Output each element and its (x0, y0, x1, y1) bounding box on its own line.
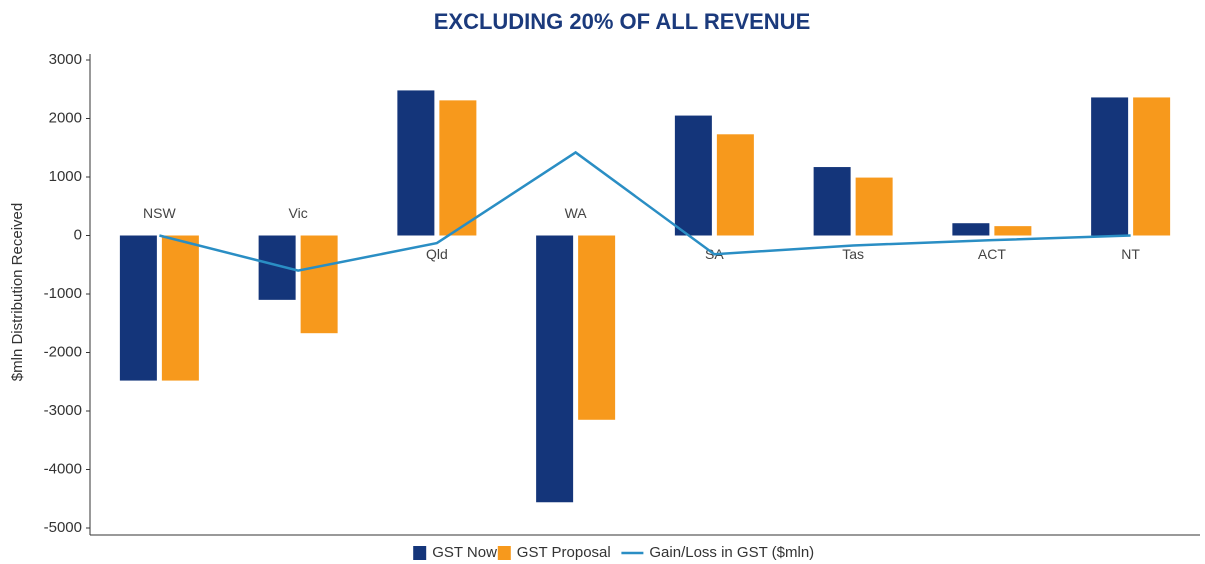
bar (1091, 97, 1129, 236)
y-tick-label: 2000 (49, 109, 82, 126)
bar (439, 100, 477, 236)
bar (813, 167, 851, 236)
bar (716, 134, 754, 236)
bar (161, 235, 199, 381)
y-tick-label: -1000 (44, 285, 82, 302)
category-label: Tas (842, 246, 864, 262)
y-tick-label: 0 (74, 226, 82, 243)
bar (994, 226, 1032, 236)
bar (952, 223, 990, 236)
y-tick-label: -4000 (44, 460, 82, 477)
bar (1133, 97, 1171, 236)
category-label: Vic (289, 205, 308, 221)
bar (578, 235, 616, 420)
y-axis-label: $mln Distribution Received (9, 203, 26, 381)
bar (536, 235, 574, 503)
category-label: NT (1121, 246, 1140, 262)
bar (397, 90, 435, 236)
legend-label: GST Now (432, 544, 497, 561)
legend-swatch (497, 546, 511, 560)
y-tick-label: -2000 (44, 343, 82, 360)
category-label: WA (565, 205, 588, 221)
bar (300, 235, 338, 334)
bar (855, 177, 893, 236)
y-tick-label: 3000 (49, 51, 82, 68)
y-tick-label: 1000 (49, 168, 82, 185)
legend-swatch (413, 546, 427, 560)
legend-label: Gain/Loss in GST ($mln) (649, 544, 814, 561)
y-tick-label: -3000 (44, 402, 82, 419)
category-label: ACT (978, 246, 1006, 262)
category-label: Qld (426, 246, 448, 262)
chart-title: EXCLUDING 20% OF ALL REVENUE (434, 9, 811, 34)
bar (119, 235, 157, 381)
y-tick-label: -5000 (44, 519, 82, 536)
legend-label: GST Proposal (517, 544, 611, 561)
category-label: NSW (143, 205, 176, 221)
line (159, 150, 1131, 272)
bar (674, 115, 712, 236)
